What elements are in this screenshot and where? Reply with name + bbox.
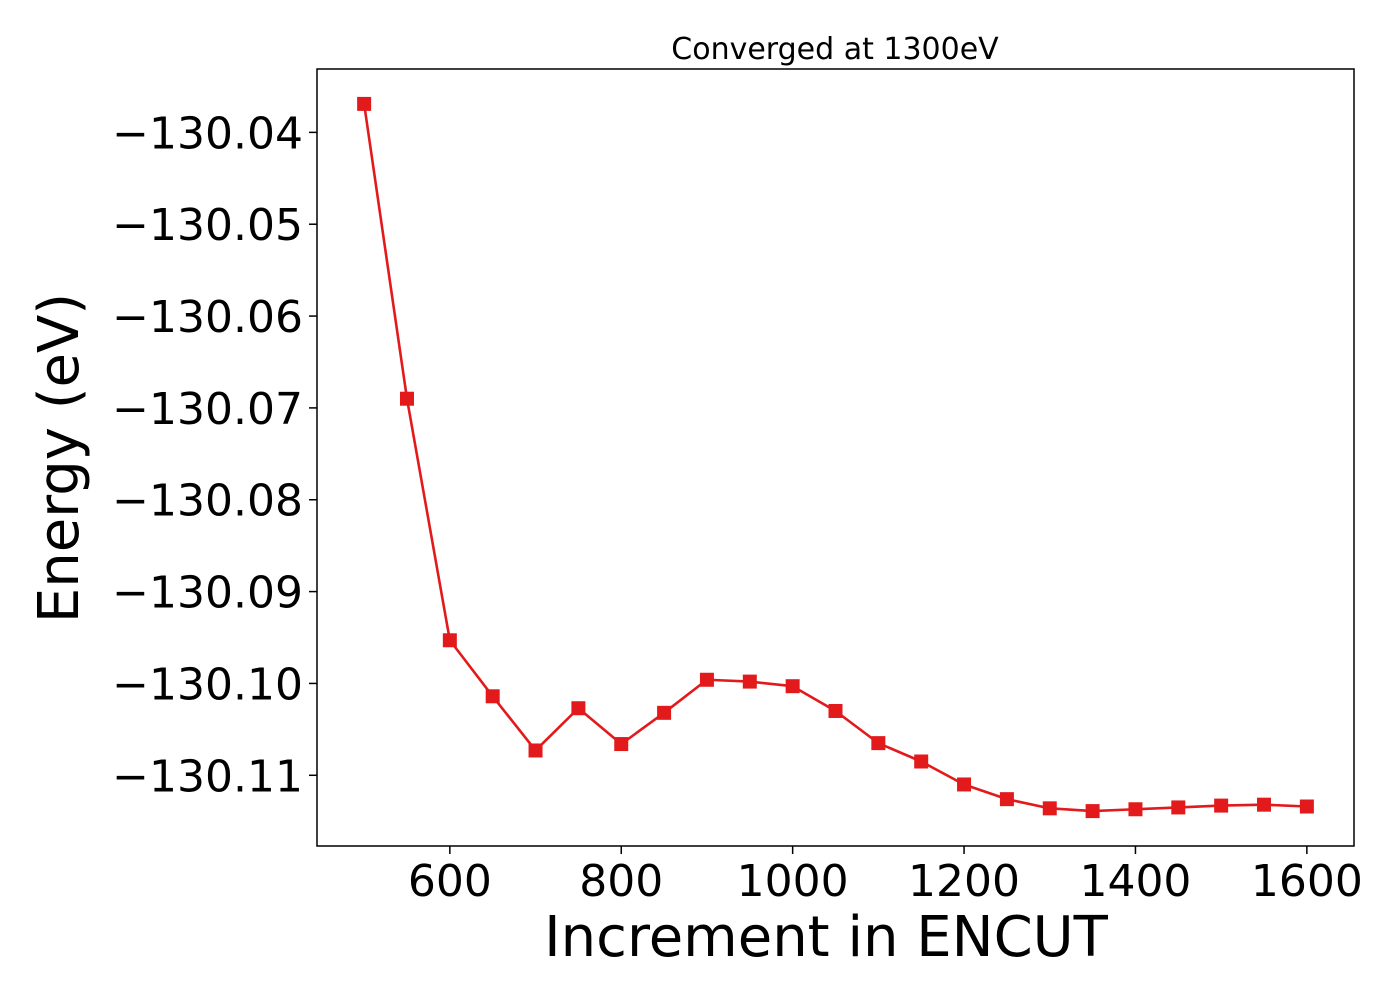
y-axis-label: Energy (eV) bbox=[27, 293, 92, 623]
x-tick-label: 600 bbox=[408, 856, 492, 907]
data-point-marker bbox=[699, 672, 714, 687]
y-tick-label: −130.09 bbox=[112, 568, 303, 619]
y-tick-label: −130.05 bbox=[112, 200, 303, 251]
plot-frame bbox=[316, 68, 1355, 847]
x-axis: 600 800 1000 1200 1400 1600 bbox=[408, 846, 1363, 907]
data-point-marker bbox=[1257, 797, 1272, 812]
x-tick-label: 800 bbox=[579, 856, 663, 907]
data-point-marker bbox=[528, 743, 543, 758]
data-point-marker bbox=[571, 701, 586, 716]
data-point-marker bbox=[442, 633, 457, 648]
data-point-marker bbox=[1128, 802, 1143, 817]
data-point-marker bbox=[914, 754, 929, 769]
data-point-marker bbox=[614, 737, 629, 752]
x-tick-label: 1400 bbox=[1079, 856, 1191, 907]
data-point-marker bbox=[399, 391, 414, 406]
data-point-marker bbox=[1299, 799, 1314, 814]
data-point-marker bbox=[485, 689, 500, 704]
y-axis: −130.04 −130.05 −130.06 −130.07 −130.08 −130.… bbox=[112, 108, 317, 802]
x-tick-label: 1200 bbox=[908, 856, 1020, 907]
y-tick-label: −130.07 bbox=[112, 384, 303, 435]
x-tick-label: 1000 bbox=[737, 856, 849, 907]
data-point-marker bbox=[1214, 798, 1229, 813]
data-point-marker bbox=[357, 96, 372, 111]
data-point-marker bbox=[742, 674, 757, 689]
data-point-marker bbox=[871, 736, 886, 751]
x-axis-label: Increment in ENCUT bbox=[544, 905, 1109, 970]
data-point-marker bbox=[999, 792, 1014, 807]
x-tick-label: 1600 bbox=[1251, 856, 1363, 907]
chart-title: Converged at 1300eV bbox=[671, 32, 999, 67]
y-tick-label: −130.10 bbox=[112, 659, 303, 710]
data-point-marker bbox=[1085, 804, 1100, 819]
data-point-marker bbox=[1042, 801, 1057, 816]
y-tick-label: −130.06 bbox=[112, 292, 303, 343]
plot-area bbox=[357, 96, 1314, 819]
data-point-marker bbox=[1171, 800, 1186, 815]
data-point-marker bbox=[828, 703, 843, 718]
y-tick-label: −130.04 bbox=[112, 108, 303, 159]
y-tick-label: −130.11 bbox=[112, 751, 303, 802]
y-tick-label: −130.08 bbox=[112, 476, 303, 527]
data-point-marker bbox=[657, 705, 672, 720]
data-point-marker bbox=[785, 679, 800, 694]
data-point-marker bbox=[957, 777, 972, 792]
